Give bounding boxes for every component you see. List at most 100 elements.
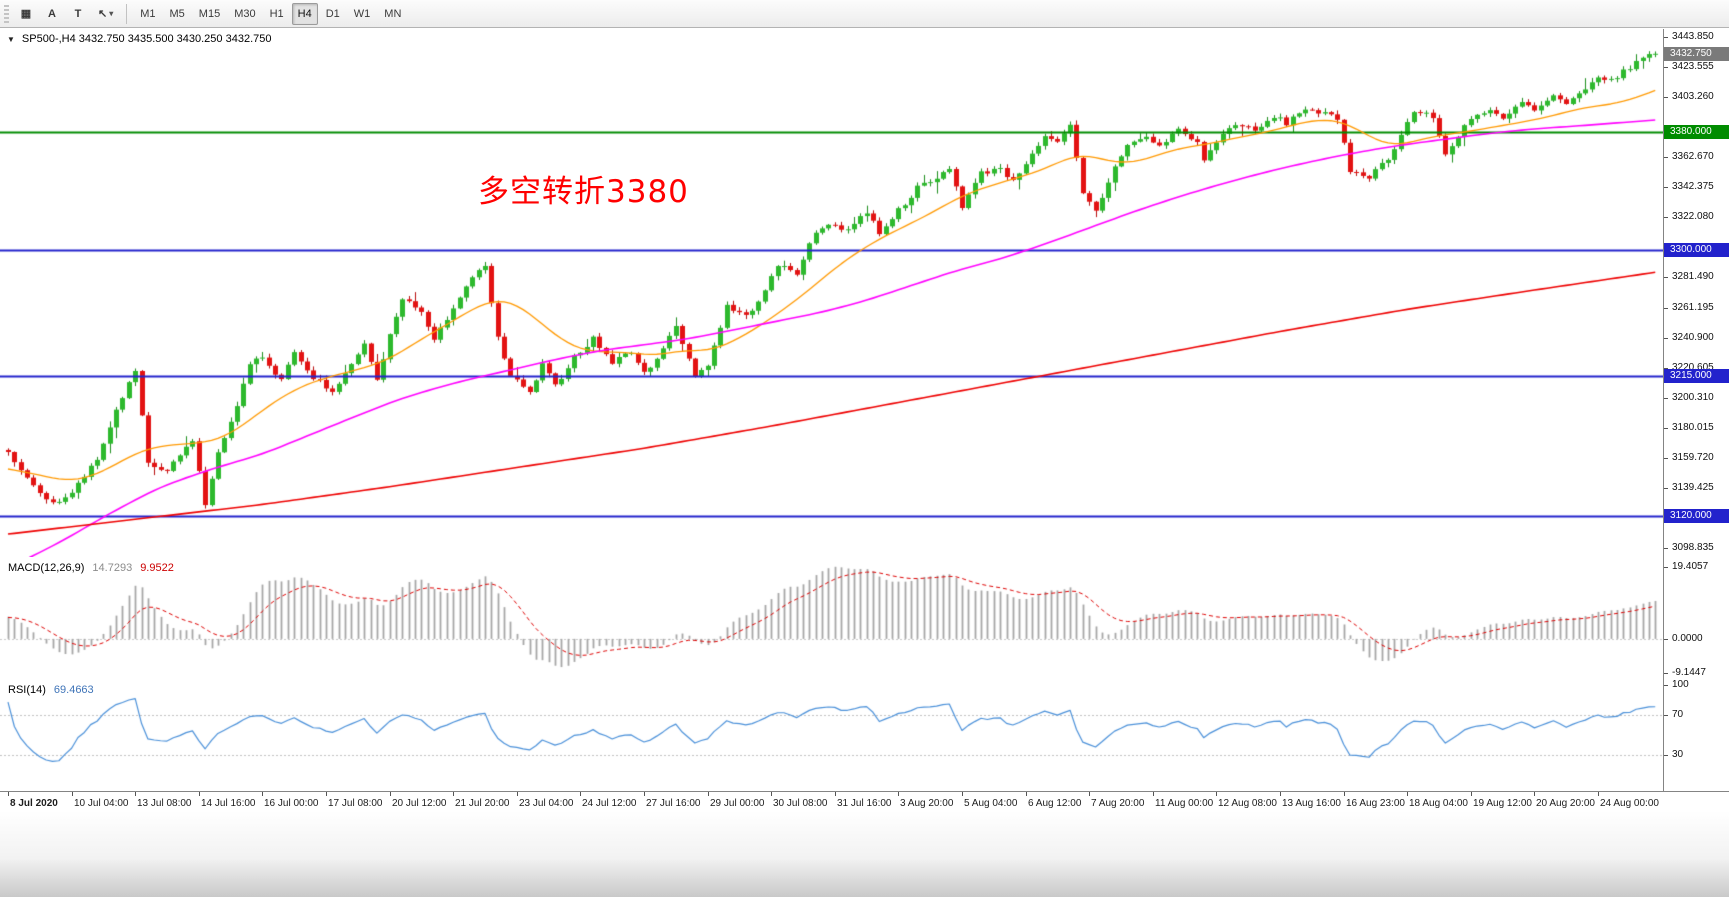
time-axis-label: 30 Jul 08:00 (773, 798, 828, 809)
time-tick (708, 792, 709, 796)
timeframe-button-d1[interactable]: D1 (320, 3, 346, 25)
time-axis-label: 6 Aug 12:00 (1028, 798, 1082, 809)
timeframe-button-m5[interactable]: M5 (164, 3, 191, 25)
time-axis-label: 29 Jul 00:00 (710, 798, 765, 809)
chart-ohlc-header: ▼ SP500-,H4 3432.750 3435.500 3430.250 3… (7, 33, 271, 45)
time-axis-label: 24 Aug 00:00 (1600, 798, 1659, 809)
chart-expand-icon[interactable]: ▼ (7, 34, 15, 44)
price-chart-canvas[interactable] (0, 29, 1663, 557)
price-tick-label: 3159.720 (1664, 452, 1729, 464)
price-tick-label: 3261.195 (1664, 302, 1729, 314)
time-axis-label: 3 Aug 20:00 (900, 798, 954, 809)
hline-price-tag[interactable]: 3380.000 (1664, 124, 1729, 139)
timeframe-button-m30[interactable]: M30 (228, 3, 261, 25)
time-tick (1216, 792, 1217, 796)
time-tick (771, 792, 772, 796)
time-axis-label: 10 Jul 04:00 (74, 798, 129, 809)
time-axis-label: 19 Aug 12:00 (1473, 798, 1532, 809)
time-tick (199, 792, 200, 796)
panel-splitter[interactable] (0, 557, 1729, 558)
time-tick (1089, 792, 1090, 796)
time-axis-label: 11 Aug 00:00 (1155, 798, 1214, 809)
rsi-tick-label: 70 (1664, 709, 1729, 721)
current-price-tag[interactable]: 3432.750 (1664, 46, 1729, 61)
toolbar-grip[interactable] (4, 4, 9, 23)
macd-tick-label: 19.4057 (1664, 561, 1729, 573)
rsi-panel-canvas[interactable] (0, 681, 1663, 791)
label-tool-button[interactable]: A (40, 3, 64, 25)
rsi-name: RSI(14) (8, 684, 46, 696)
time-tick (453, 792, 454, 796)
time-tick (72, 792, 73, 796)
timeframe-button-m1[interactable]: M1 (134, 3, 161, 25)
label-tool-icon: A (48, 7, 56, 20)
chart-window: ▼ SP500-,H4 3432.750 3435.500 3430.250 3… (0, 29, 1729, 897)
top-toolbar: ▦ A T ↖ ▾ M1 M5 M15 M30 H1 H4 D1 W1 MN (0, 0, 1729, 28)
timeframe-button-m15[interactable]: M15 (193, 3, 226, 25)
chevron-down-icon: ▾ (109, 9, 114, 18)
macd-main-value: 14.7293 (92, 562, 133, 574)
macd-tick-label: 0.0000 (1664, 633, 1729, 645)
timeframe-button-h1[interactable]: H1 (264, 3, 290, 25)
price-axis[interactable]: 3443.850 3423.555 3403.260 3362.670 3342.375… (1663, 29, 1729, 791)
price-tick-label: 3423.555 (1664, 61, 1729, 73)
time-axis[interactable]: 8 Jul 2020 10 Jul 04:00 13 Jul 08:00 14 Jul… (0, 791, 1729, 811)
time-axis-label: 14 Jul 16:00 (201, 798, 256, 809)
time-axis-label: 18 Aug 04:00 (1409, 798, 1468, 809)
price-tick-label: 3443.850 (1664, 31, 1729, 43)
macd-panel-canvas[interactable] (0, 559, 1663, 679)
timeframe-button-w1[interactable]: W1 (348, 3, 377, 25)
time-axis-label: 20 Jul 12:00 (392, 798, 447, 809)
macd-signal-value: 9.9522 (140, 562, 174, 574)
line-studies-toolbar: ▦ A T ↖ ▾ (13, 3, 120, 25)
time-axis-label: 7 Aug 20:00 (1091, 798, 1145, 809)
cursor-tool-icon: ↖ (98, 8, 108, 20)
time-tick (326, 792, 327, 796)
price-tick-label: 3362.670 (1664, 151, 1729, 163)
chart-grid-button[interactable]: ▦ (14, 3, 38, 25)
rsi-value: 69.4663 (53, 684, 94, 696)
time-axis-label: 13 Aug 16:00 (1282, 798, 1341, 809)
rsi-tick-label: 100 (1664, 679, 1729, 691)
macd-indicator-label: MACD(12,26,9) 14.7293 9.9522 (8, 562, 174, 574)
chart-grid-icon: ▦ (20, 8, 32, 20)
time-axis-label: 16 Aug 23:00 (1346, 798, 1405, 809)
text-tool-button[interactable]: T (66, 3, 90, 25)
time-tick (1344, 792, 1345, 796)
time-tick (1534, 792, 1535, 796)
hline-price-tag[interactable]: 3215.000 (1664, 368, 1729, 383)
time-axis-label: 20 Aug 20:00 (1536, 798, 1595, 809)
timeframe-button-mn[interactable]: MN (378, 3, 407, 25)
rsi-tick-label: 30 (1664, 749, 1729, 761)
cursor-tool-button[interactable]: ↖ ▾ (92, 3, 119, 25)
time-axis-label: 8 Jul 2020 (10, 798, 58, 809)
symbol-ohlc-text: SP500-,H4 3432.750 3435.500 3430.250 343… (21, 33, 272, 45)
time-axis-label: 12 Aug 08:00 (1218, 798, 1277, 809)
timeframe-button-h4[interactable]: H4 (291, 2, 318, 25)
chart-text-annotation[interactable]: 多空转折3380 (478, 174, 689, 210)
time-tick (1153, 792, 1154, 796)
time-tick (1598, 792, 1599, 796)
price-tick-label: 3240.900 (1664, 332, 1729, 344)
time-tick (262, 792, 263, 796)
price-tick-label: 3180.015 (1664, 422, 1729, 434)
time-axis-label: 23 Jul 04:00 (519, 798, 574, 809)
time-axis-label: 16 Jul 00:00 (264, 798, 319, 809)
time-tick (1407, 792, 1408, 796)
price-tick-label: 3098.835 (1664, 542, 1729, 554)
time-axis-label: 31 Jul 16:00 (837, 798, 892, 809)
macd-tick-label: -9.1447 (1664, 667, 1729, 679)
time-tick (135, 792, 136, 796)
hline-price-tag[interactable]: 3120.000 (1664, 509, 1729, 524)
price-tick-label: 3139.425 (1664, 482, 1729, 494)
time-tick (8, 792, 9, 796)
time-axis-label: 13 Jul 08:00 (137, 798, 192, 809)
time-axis-label: 24 Jul 12:00 (582, 798, 637, 809)
hline-price-tag[interactable]: 3300.000 (1664, 243, 1729, 258)
text-tool-icon: T (74, 7, 82, 20)
time-tick (580, 792, 581, 796)
time-tick (1280, 792, 1281, 796)
panel-splitter[interactable] (0, 679, 1729, 680)
time-tick (644, 792, 645, 796)
